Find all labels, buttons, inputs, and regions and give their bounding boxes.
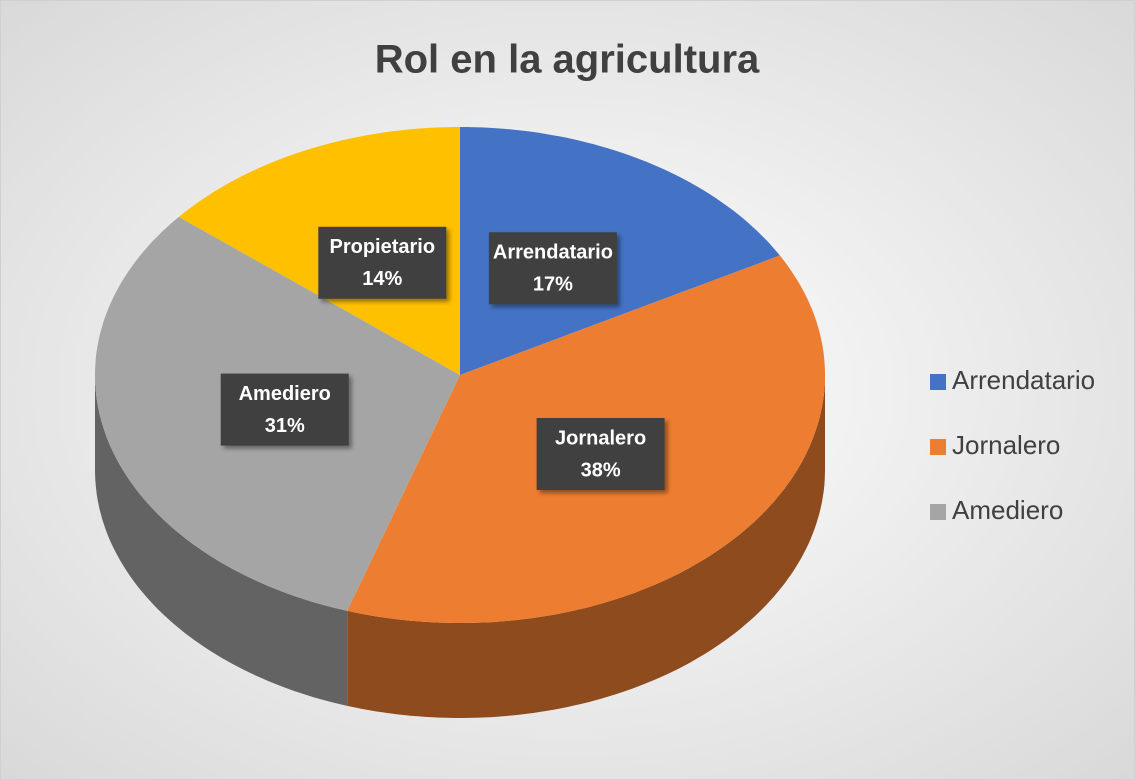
slice bbox=[460, 127, 780, 375]
data-label-name: Amediero bbox=[239, 383, 331, 405]
data-label-name: Arrendatario bbox=[493, 242, 613, 264]
legend-swatch bbox=[930, 374, 946, 390]
data-label-box bbox=[488, 232, 617, 305]
data-label-value: 17% bbox=[533, 274, 573, 296]
data-label-name: Propietario bbox=[330, 236, 436, 258]
chart-title: Rol en la agricultura bbox=[375, 38, 760, 82]
legend-swatch bbox=[930, 439, 946, 455]
legend-label: Arrendatario bbox=[952, 365, 1095, 395]
slice-side bbox=[95, 375, 348, 706]
legend-label: Amediero bbox=[952, 495, 1063, 525]
data-label-value: 31% bbox=[265, 415, 305, 437]
data-label-box bbox=[318, 226, 447, 299]
data-label-box bbox=[220, 373, 349, 446]
data-label-name: Jornalero bbox=[555, 427, 646, 449]
data-label-value: 14% bbox=[362, 268, 402, 290]
slice-top bbox=[460, 127, 780, 375]
slice-side bbox=[347, 375, 825, 718]
data-label-value: 38% bbox=[581, 459, 621, 481]
legend-label: Jornalero bbox=[952, 430, 1060, 460]
legend-swatch bbox=[930, 504, 946, 520]
data-label-box bbox=[536, 418, 665, 491]
